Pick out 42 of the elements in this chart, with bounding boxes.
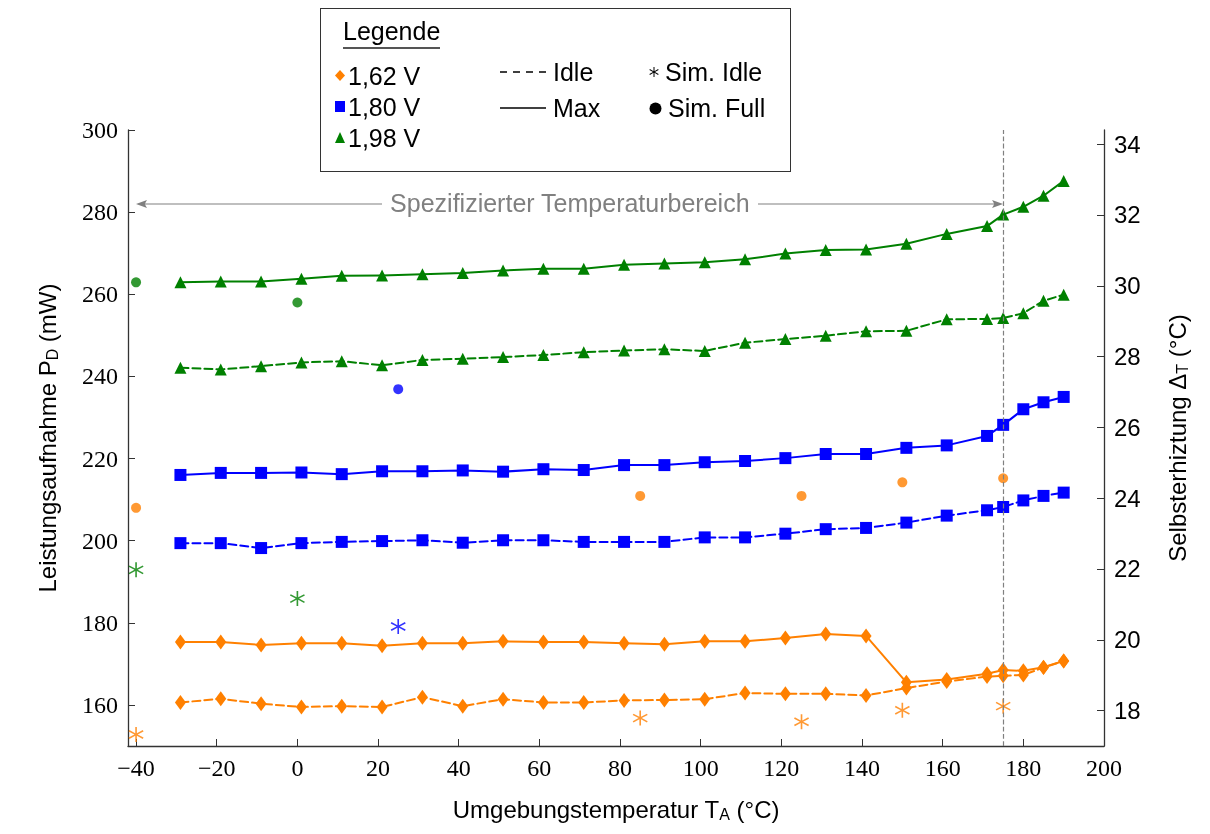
x-tick-label: 20	[366, 755, 391, 781]
x-tick-label: 100	[682, 755, 719, 781]
x-tick-label: 80	[608, 755, 633, 781]
y-axis-title: Leistungsaufnahme PD (mW)	[33, 283, 61, 593]
x-tick-label: 140	[844, 755, 881, 781]
y-tick-label: 160	[82, 691, 118, 718]
x-tick-label: 40	[446, 755, 471, 781]
legend-title: Legende	[343, 15, 441, 49]
x-tick-label: 160	[924, 755, 961, 781]
text: Sim. Idle	[665, 57, 763, 87]
y-tick-label: 280	[82, 199, 118, 226]
y2-tick-label: 26	[1114, 413, 1141, 441]
legend-label: 1,62 V	[348, 61, 421, 90]
x-tick-label: 0	[291, 755, 304, 781]
y2-tick-label: 34	[1114, 130, 1141, 158]
y2-tick-label: 28	[1114, 343, 1141, 371]
y-tick-label: 240	[82, 363, 118, 390]
annotation: Spezifizierter Temperaturbereich	[382, 189, 758, 219]
x-tick-label: 200	[1086, 755, 1122, 781]
text: Sim. Full	[668, 93, 766, 123]
y-tick-label: 260	[82, 281, 118, 308]
x-tick-label: 120	[763, 755, 800, 781]
y2-tick-label: 32	[1114, 201, 1141, 229]
legend-label: 1,98 V	[348, 123, 421, 152]
y2-axis-title: Selbsterhiztung ΔT (°C)	[1163, 314, 1191, 562]
legend-label: 1,80 V	[348, 92, 421, 121]
x-axis-title: Umgebungstemperatur TA (°C)	[452, 795, 780, 823]
y-tick-label: 220	[82, 445, 118, 472]
x-tick-label: −40	[117, 755, 155, 781]
y2-tick-label: 22	[1114, 555, 1141, 583]
y2-tick-label: 24	[1114, 484, 1141, 512]
text: Max	[553, 93, 601, 123]
y-tick-label: 180	[82, 609, 118, 636]
text: Idle	[553, 57, 594, 87]
x-tick-label: 60	[527, 755, 552, 781]
y2-tick-label: 30	[1114, 272, 1141, 300]
y-tick-label: 300	[82, 117, 118, 143]
x-tick-label: 180	[1005, 755, 1042, 781]
y2-tick-label: 20	[1114, 626, 1141, 654]
y2-tick-label: 18	[1114, 697, 1141, 725]
y-tick-label: 200	[82, 527, 118, 554]
x-tick-label: −20	[197, 755, 236, 781]
